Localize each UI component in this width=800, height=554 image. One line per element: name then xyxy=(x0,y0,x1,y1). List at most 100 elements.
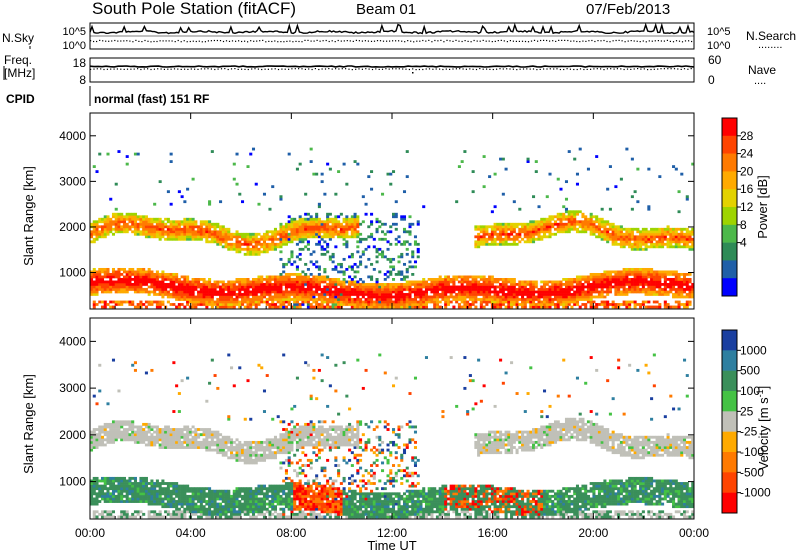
search-noise-point xyxy=(666,39,668,41)
heatmap-cell xyxy=(564,180,569,184)
heatmap-cell xyxy=(444,283,448,286)
nave-point xyxy=(516,69,518,71)
heatmap-cell xyxy=(295,305,299,309)
heatmap-cell xyxy=(153,500,157,503)
heatmap-cell xyxy=(191,303,195,306)
heatmap-cell xyxy=(625,270,629,274)
heatmap-cell xyxy=(133,492,137,496)
nave-point xyxy=(160,68,162,70)
heatmap-cell xyxy=(208,288,212,291)
heatmap-cell xyxy=(490,240,494,244)
heatmap-cell xyxy=(111,428,116,431)
heatmap-cell xyxy=(224,245,228,249)
heatmap-cell xyxy=(109,438,113,442)
heatmap-cell xyxy=(232,280,236,284)
heatmap-cell xyxy=(109,430,113,434)
heatmap-cell xyxy=(485,278,489,281)
heatmap-cell xyxy=(290,232,294,236)
heatmap-cell xyxy=(183,227,187,231)
heatmap-cell xyxy=(392,295,396,299)
heatmap-cell xyxy=(306,222,310,226)
heatmap-cell xyxy=(328,283,332,286)
heatmap-cell xyxy=(334,278,338,281)
heatmap-cell xyxy=(279,232,283,236)
heatmap-cell xyxy=(392,283,396,286)
heatmap-cell xyxy=(191,300,195,304)
heatmap-cell xyxy=(153,285,157,289)
heatmap-cell xyxy=(411,298,415,301)
heatmap-cell xyxy=(655,272,659,276)
heatmap-cell xyxy=(90,489,94,493)
heatmap-cell xyxy=(603,295,607,299)
heatmap-cell xyxy=(499,295,503,299)
heatmap-cell xyxy=(142,476,146,480)
heatmap-cell xyxy=(326,227,330,231)
heatmap-cell xyxy=(674,272,678,276)
heatmap-cell xyxy=(92,487,96,491)
heatmap-cell xyxy=(328,280,332,284)
heatmap-cell xyxy=(331,285,335,289)
heatmap-cell xyxy=(109,217,113,221)
heatmap-cell xyxy=(586,290,590,294)
heatmap-cell xyxy=(172,220,176,224)
heatmap-cell xyxy=(504,225,508,229)
heatmap-cell xyxy=(381,283,385,286)
heatmap-cell xyxy=(320,172,324,176)
heatmap-cell xyxy=(326,212,330,216)
heatmap-cell xyxy=(619,275,623,279)
heatmap-cell xyxy=(501,227,505,231)
heatmap-cell xyxy=(652,232,656,236)
heatmap-cell xyxy=(109,197,113,201)
nave-point xyxy=(324,68,327,70)
heatmap-cell xyxy=(117,215,121,219)
heatmap-cell xyxy=(133,280,137,284)
heatmap-cell xyxy=(490,278,494,281)
heatmap-cell xyxy=(666,225,670,229)
heatmap-cell xyxy=(246,288,250,291)
heatmap-cell xyxy=(232,285,236,289)
heatmap-cell xyxy=(92,237,96,241)
heatmap-cell xyxy=(172,237,176,241)
heatmap-cell xyxy=(235,250,239,254)
heatmap-cell xyxy=(180,280,184,284)
nave-point xyxy=(680,68,682,70)
heatmap-cell xyxy=(290,272,294,276)
heatmap-cell xyxy=(194,232,198,236)
heatmap-cell xyxy=(372,305,376,309)
heatmap-cell xyxy=(188,298,192,301)
heatmap-cell xyxy=(257,285,261,289)
heatmap-cell xyxy=(639,278,643,281)
heatmap-cell xyxy=(227,230,231,234)
heatmap-cell xyxy=(246,240,250,244)
search-noise-point xyxy=(521,40,524,42)
heatmap-cell xyxy=(133,278,137,281)
heatmap-cell xyxy=(570,305,574,309)
heatmap-cell xyxy=(543,295,547,299)
heatmap-cell xyxy=(504,305,508,309)
heatmap-cell xyxy=(111,484,116,488)
heatmap-cell xyxy=(523,290,527,294)
heatmap-cell xyxy=(315,232,319,236)
heatmap-cell xyxy=(284,225,288,229)
heatmap-cell xyxy=(669,270,673,274)
heatmap-cell xyxy=(273,298,277,301)
heatmap-cell xyxy=(337,270,341,274)
heatmap-cell xyxy=(608,283,612,286)
heatmap-cell xyxy=(326,298,330,301)
heatmap-cell xyxy=(427,300,431,304)
heatmap-cell xyxy=(619,225,623,229)
heatmap-cell xyxy=(188,280,192,284)
heatmap-cell xyxy=(111,479,116,483)
heatmap-cell xyxy=(309,295,313,299)
heatmap-cell xyxy=(221,232,225,236)
heatmap-cell xyxy=(479,278,483,281)
heatmap-cell xyxy=(175,230,179,234)
heatmap-cell xyxy=(419,298,423,301)
heatmap-cell xyxy=(323,285,327,289)
heatmap-cell xyxy=(405,175,409,179)
heatmap-cell xyxy=(243,295,247,299)
heatmap-cell xyxy=(158,232,162,236)
heatmap-cell xyxy=(317,283,321,286)
heatmap-cell xyxy=(606,235,610,239)
heatmap-cell xyxy=(136,305,140,309)
